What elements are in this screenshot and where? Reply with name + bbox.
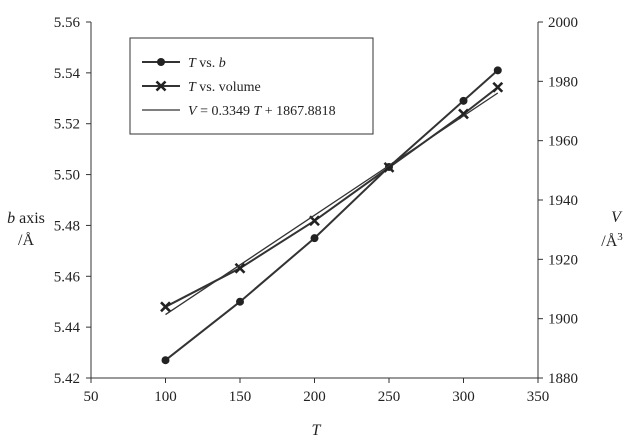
left-y-tick-label: 5.54: [54, 66, 81, 82]
series-volume-line: [165, 86, 499, 308]
data-point-b: [310, 234, 319, 243]
plot-area: 50 100 150 200 250 300 350 5.42 5.44 5.46 5.48 5.5…: [54, 15, 578, 405]
data-point-volume: [383, 161, 395, 173]
svg-text:b axis: b axis: [7, 210, 45, 227]
series-fit: [165, 92, 499, 316]
legend: T vs. b T vs. volume V = 0.3349 T + 1867…: [129, 37, 374, 135]
left-y-tick-label: 5.44: [54, 320, 81, 336]
left-y-tick-label: 5.52: [54, 117, 80, 133]
legend-volume-suffix: vs. volume: [196, 80, 261, 95]
right-y-tick-label: 1940: [548, 193, 578, 209]
right-y-tick-label: 1980: [548, 74, 578, 90]
x-tick-label: 50: [84, 389, 99, 405]
data-point-b: [161, 356, 170, 365]
legend-b-suffix: vs.: [196, 56, 219, 71]
legend-volume-main: T: [188, 80, 197, 95]
legend-entry-volume: T vs. volume: [142, 80, 261, 95]
data-point-b: [493, 66, 502, 75]
legend-b-main: T: [188, 56, 197, 71]
x-tick-label: 250: [378, 389, 401, 405]
right-y-tick-labels: 1880 1900 1920 1940 1960 1980 2000: [548, 15, 578, 387]
right-y-axis-title-exp: 3: [617, 231, 623, 243]
right-y-tick-label: 2000: [548, 15, 578, 31]
svg-text:/Å3: /Å3: [601, 231, 623, 250]
right-y-tick-label: 1900: [548, 312, 578, 328]
left-y-tick-label: 5.42: [54, 371, 80, 387]
legend-b-tail: b: [219, 56, 226, 71]
right-y-tick-label: 1880: [548, 371, 578, 387]
left-y-axis-title-unit: /Å: [18, 231, 34, 249]
x-tick-label: 150: [229, 389, 252, 405]
series-layer: [160, 66, 504, 365]
x-tick-label: 200: [303, 389, 326, 405]
x-tick-labels: 50 100 150 200 250 300 350: [84, 389, 550, 405]
legend-fit-suffix: = 0.3349: [197, 104, 254, 119]
legend-fit-after: + 1867.8818: [261, 104, 335, 119]
data-point-volume: [458, 108, 469, 120]
legend-x-marker: [155, 80, 167, 92]
legend-circle-marker: [157, 58, 165, 66]
x-tick-label: 350: [527, 389, 550, 405]
right-y-tick-label: 1960: [548, 134, 578, 150]
right-y-tick-label: 1920: [548, 252, 578, 268]
svg-text:T vs. volume: T vs. volume: [188, 80, 261, 95]
data-point-volume: [234, 262, 246, 274]
left-y-tick-label: 5.56: [54, 15, 81, 31]
data-point-volume: [492, 81, 504, 93]
tick-marks: [86, 21, 543, 383]
legend-fit-main: V: [188, 104, 198, 119]
left-y-axis-title: b axis /Å: [7, 210, 45, 249]
right-y-axis-title: V /Å3: [601, 209, 623, 250]
data-point-b: [459, 96, 468, 105]
legend-fit-tail: T: [253, 104, 262, 119]
series-fit-line: [165, 92, 499, 316]
left-y-axis-title-main: b: [7, 210, 15, 227]
data-point-b: [236, 297, 244, 306]
x-axis-title: T: [312, 422, 322, 439]
right-y-axis-title-unit: /Å: [601, 232, 617, 250]
left-y-tick-label: 5.46: [54, 269, 81, 285]
svg-text:T vs. b: T vs. b: [188, 56, 226, 71]
data-point-volume: [160, 301, 171, 313]
legend-entry-fit: V = 0.3349 T + 1867.8818: [142, 104, 336, 119]
svg-text:V = 0.3349 T + 1867.8818: V = 0.3349 T + 1867.8818: [188, 104, 336, 119]
series-b-line: [164, 69, 499, 361]
right-y-axis-title-main: V: [611, 209, 623, 226]
left-y-axis-title-suffix: axis: [15, 210, 45, 227]
left-y-tick-labels: 5.42 5.44 5.46 5.48 5.50 5.52 5.54 5.56: [54, 15, 81, 387]
x-tick-label: 300: [452, 389, 475, 405]
left-y-tick-label: 5.50: [54, 168, 80, 184]
left-y-tick-label: 5.48: [54, 218, 80, 234]
series-volume: [160, 81, 504, 313]
legend-entry-b: T vs. b: [142, 56, 226, 71]
x-tick-label: 100: [154, 389, 177, 405]
